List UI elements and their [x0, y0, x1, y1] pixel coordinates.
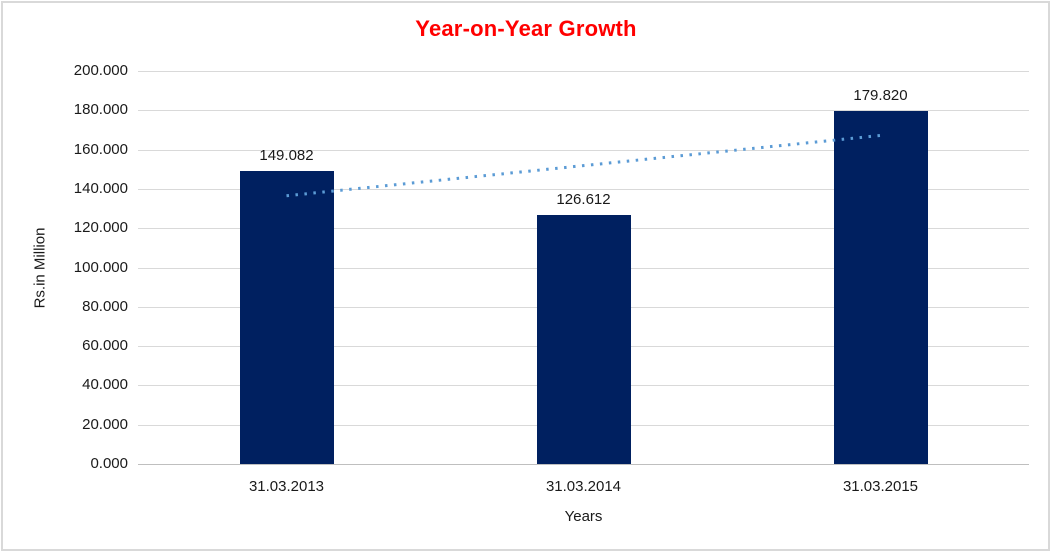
bar-31.03.2013 — [239, 171, 334, 464]
x-tick-label: 31.03.2015 — [842, 478, 919, 495]
y-tick-label: 0.000 — [90, 455, 128, 472]
y-axis-title: Rs.in Million — [31, 227, 49, 308]
data-label: 179.820 — [853, 86, 908, 104]
y-tick-label: 60.000 — [82, 337, 128, 354]
y-tick-label: 20.000 — [82, 416, 128, 433]
gridline — [138, 71, 1029, 72]
y-tick-label: 140.000 — [73, 180, 128, 197]
y-tick-label: 160.000 — [73, 141, 128, 158]
data-label: 126.612 — [556, 191, 611, 209]
y-tick-label: 80.000 — [82, 298, 128, 315]
y-tick-label: 40.000 — [82, 376, 128, 393]
y-tick-label: 180.000 — [73, 101, 128, 118]
bar-31.03.2014 — [536, 215, 631, 464]
x-tick-label: 31.03.2013 — [248, 478, 325, 495]
y-tick-label: 120.000 — [73, 219, 128, 236]
x-axis-title: Years — [564, 508, 603, 525]
gridline — [138, 110, 1029, 111]
bar-31.03.2015 — [833, 110, 928, 464]
y-tick-label: 100.000 — [73, 259, 128, 276]
data-label: 149.082 — [259, 147, 314, 165]
x-axis-line — [138, 464, 1029, 465]
chart-title: Year-on-Year Growth — [415, 16, 637, 41]
x-tick-label: 31.03.2014 — [545, 478, 622, 495]
y-tick-label: 200.000 — [73, 62, 128, 79]
